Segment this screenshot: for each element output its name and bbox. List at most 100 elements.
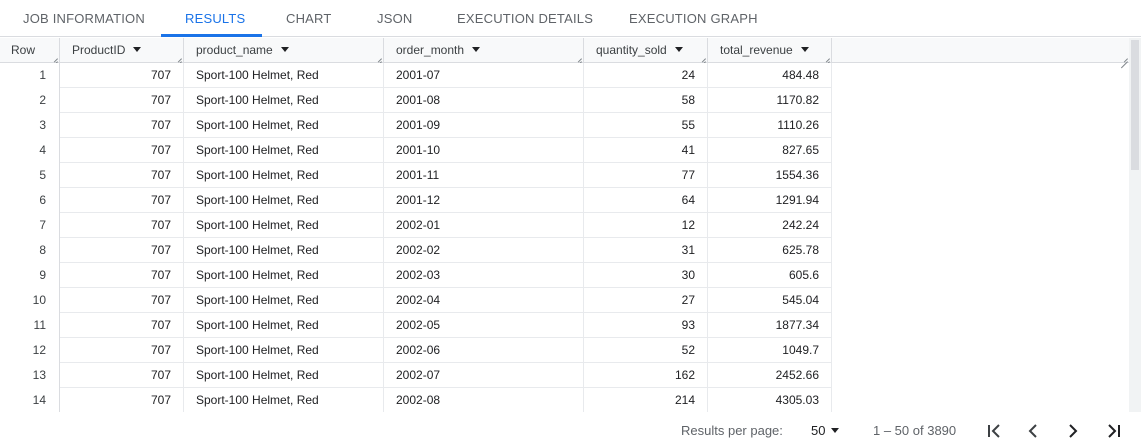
quantity-sold-cell[interactable]: 214 [584, 388, 708, 412]
quantity-sold-cell[interactable]: 41 [584, 138, 708, 163]
quantity-sold-cell[interactable]: 55 [584, 113, 708, 138]
quantity-sold-cell[interactable]: 58 [584, 88, 708, 113]
row-number-cell[interactable]: 11 [0, 313, 60, 338]
total-revenue-cell[interactable]: 605.6 [708, 263, 832, 288]
row-number-cell[interactable]: 9 [0, 263, 60, 288]
total-revenue-cell[interactable]: 1170.82 [708, 88, 832, 113]
productid-cell[interactable]: 707 [60, 138, 184, 163]
column-menu-icon[interactable] [472, 47, 481, 53]
column-resize-handle[interactable] [374, 54, 382, 62]
column-resize-handle[interactable] [822, 54, 830, 62]
product-name-cell[interactable]: Sport-100 Helmet, Red [184, 263, 384, 288]
order-month-cell[interactable]: 2001-09 [384, 113, 584, 138]
product-name-cell[interactable]: Sport-100 Helmet, Red [184, 138, 384, 163]
productid-cell[interactable]: 707 [60, 238, 184, 263]
tab-results[interactable]: RESULTS [185, 11, 246, 26]
row-number-cell[interactable]: 8 [0, 238, 60, 263]
order-month-cell[interactable]: 2002-01 [384, 213, 584, 238]
order-month-cell[interactable]: 2002-04 [384, 288, 584, 313]
product-name-cell[interactable]: Sport-100 Helmet, Red [184, 338, 384, 363]
productid-cell[interactable]: 707 [60, 113, 184, 138]
tab-execution-graph[interactable]: EXECUTION GRAPH [629, 11, 758, 26]
quantity-sold-cell[interactable]: 30 [584, 263, 708, 288]
product-name-cell[interactable]: Sport-100 Helmet, Red [184, 63, 384, 88]
column-resize-handle[interactable] [1120, 54, 1128, 62]
column-menu-icon[interactable] [800, 47, 809, 53]
order-month-cell[interactable]: 2002-06 [384, 338, 584, 363]
scrollbar-thumb[interactable] [1131, 40, 1139, 170]
next-page-icon[interactable] [1062, 420, 1084, 442]
table-row[interactable]: 7 707 Sport-100 Helmet, Red 2002-01 12 242.24 [0, 213, 832, 238]
order-month-cell[interactable]: 2001-12 [384, 188, 584, 213]
last-page-icon[interactable] [1103, 420, 1125, 442]
productid-cell[interactable]: 707 [60, 88, 184, 113]
order-month-cell[interactable]: 2002-08 [384, 388, 584, 412]
row-number-cell[interactable]: 3 [0, 113, 60, 138]
productid-cell[interactable]: 707 [60, 288, 184, 313]
total-revenue-cell[interactable]: 1110.26 [708, 113, 832, 138]
productid-cell[interactable]: 707 [60, 188, 184, 213]
table-row[interactable]: 8 707 Sport-100 Helmet, Red 2002-02 31 625.78 [0, 238, 832, 263]
total-revenue-cell[interactable]: 1877.34 [708, 313, 832, 338]
quantity-sold-cell[interactable]: 64 [584, 188, 708, 213]
order-month-cell[interactable]: 2001-10 [384, 138, 584, 163]
column-resize-handle[interactable] [174, 54, 182, 62]
product-name-cell[interactable]: Sport-100 Helmet, Red [184, 238, 384, 263]
productid-cell[interactable]: 707 [60, 63, 184, 88]
product-name-cell[interactable]: Sport-100 Helmet, Red [184, 113, 384, 138]
table-row[interactable]: 4 707 Sport-100 Helmet, Red 2001-10 41 827.65 [0, 138, 832, 163]
quantity-sold-cell[interactable]: 93 [584, 313, 708, 338]
vertical-scrollbar[interactable] [1129, 38, 1141, 412]
column-header-product-name[interactable]: product_name [184, 38, 384, 63]
table-row[interactable]: 5 707 Sport-100 Helmet, Red 2001-11 77 1554.3… [0, 163, 832, 188]
row-number-cell[interactable]: 6 [0, 188, 60, 213]
row-number-cell[interactable]: 5 [0, 163, 60, 188]
quantity-sold-cell[interactable]: 162 [584, 363, 708, 388]
column-resize-handle[interactable] [50, 54, 58, 62]
product-name-cell[interactable]: Sport-100 Helmet, Red [184, 288, 384, 313]
table-row[interactable]: 11 707 Sport-100 Helmet, Red 2002-05 93 1877.… [0, 313, 832, 338]
column-resize-handle[interactable] [574, 54, 582, 62]
table-row[interactable]: 14 707 Sport-100 Helmet, Red 2002-08 214 4305… [0, 388, 832, 412]
total-revenue-cell[interactable]: 2452.66 [708, 363, 832, 388]
total-revenue-cell[interactable]: 484.48 [708, 63, 832, 88]
order-month-cell[interactable]: 2002-07 [384, 363, 584, 388]
order-month-cell[interactable]: 2002-05 [384, 313, 584, 338]
order-month-cell[interactable]: 2002-03 [384, 263, 584, 288]
tab-json[interactable]: JSON [377, 11, 413, 26]
quantity-sold-cell[interactable]: 27 [584, 288, 708, 313]
order-month-cell[interactable]: 2001-08 [384, 88, 584, 113]
column-menu-icon[interactable] [280, 47, 289, 53]
product-name-cell[interactable]: Sport-100 Helmet, Red [184, 88, 384, 113]
product-name-cell[interactable]: Sport-100 Helmet, Red [184, 313, 384, 338]
productid-cell[interactable]: 707 [60, 263, 184, 288]
column-header-quantity-sold[interactable]: quantity_sold [584, 38, 708, 63]
total-revenue-cell[interactable]: 1291.94 [708, 188, 832, 213]
quantity-sold-cell[interactable]: 77 [584, 163, 708, 188]
product-name-cell[interactable]: Sport-100 Helmet, Red [184, 213, 384, 238]
productid-cell[interactable]: 707 [60, 313, 184, 338]
total-revenue-cell[interactable]: 1049.7 [708, 338, 832, 363]
product-name-cell[interactable]: Sport-100 Helmet, Red [184, 188, 384, 213]
total-revenue-cell[interactable]: 1554.36 [708, 163, 832, 188]
row-number-cell[interactable]: 13 [0, 363, 60, 388]
row-number-cell[interactable]: 12 [0, 338, 60, 363]
row-number-cell[interactable]: 2 [0, 88, 60, 113]
order-month-cell[interactable]: 2001-07 [384, 63, 584, 88]
total-revenue-cell[interactable]: 4305.03 [708, 388, 832, 412]
quantity-sold-cell[interactable]: 12 [584, 213, 708, 238]
table-row[interactable]: 12 707 Sport-100 Helmet, Red 2002-06 52 1049.… [0, 338, 832, 363]
table-row[interactable]: 9 707 Sport-100 Helmet, Red 2002-03 30 605.6 [0, 263, 832, 288]
total-revenue-cell[interactable]: 242.24 [708, 213, 832, 238]
row-number-cell[interactable]: 4 [0, 138, 60, 163]
quantity-sold-cell[interactable]: 52 [584, 338, 708, 363]
tab-chart[interactable]: CHART [286, 11, 332, 26]
product-name-cell[interactable]: Sport-100 Helmet, Red [184, 363, 384, 388]
productid-cell[interactable]: 707 [60, 363, 184, 388]
first-page-icon[interactable] [983, 420, 1005, 442]
table-row[interactable]: 13 707 Sport-100 Helmet, Red 2002-07 162 2452… [0, 363, 832, 388]
table-row[interactable]: 2 707 Sport-100 Helmet, Red 2001-08 58 1170.8… [0, 88, 832, 113]
quantity-sold-cell[interactable]: 31 [584, 238, 708, 263]
order-month-cell[interactable]: 2002-02 [384, 238, 584, 263]
row-number-cell[interactable]: 14 [0, 388, 60, 412]
